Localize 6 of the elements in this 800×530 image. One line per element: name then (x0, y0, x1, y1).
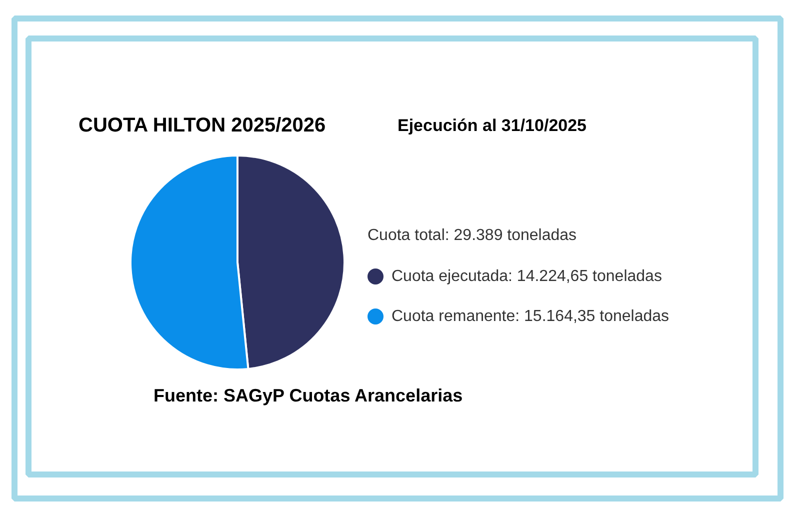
source-note: Fuente: SAGyP Cuotas Arancelarias (154, 386, 463, 406)
chart-subtitle: Ejecución al 31/10/2025 (398, 116, 587, 135)
legend-label: Cuota remanente: 15.164,35 toneladas (392, 308, 670, 325)
chart-title: CUOTA HILTON 2025/2026 (78, 114, 326, 136)
text: Cuota total: 29.389 toneladas (368, 227, 577, 244)
legend-label: Cuota ejecutada: 14.224,65 toneladas (392, 268, 662, 285)
